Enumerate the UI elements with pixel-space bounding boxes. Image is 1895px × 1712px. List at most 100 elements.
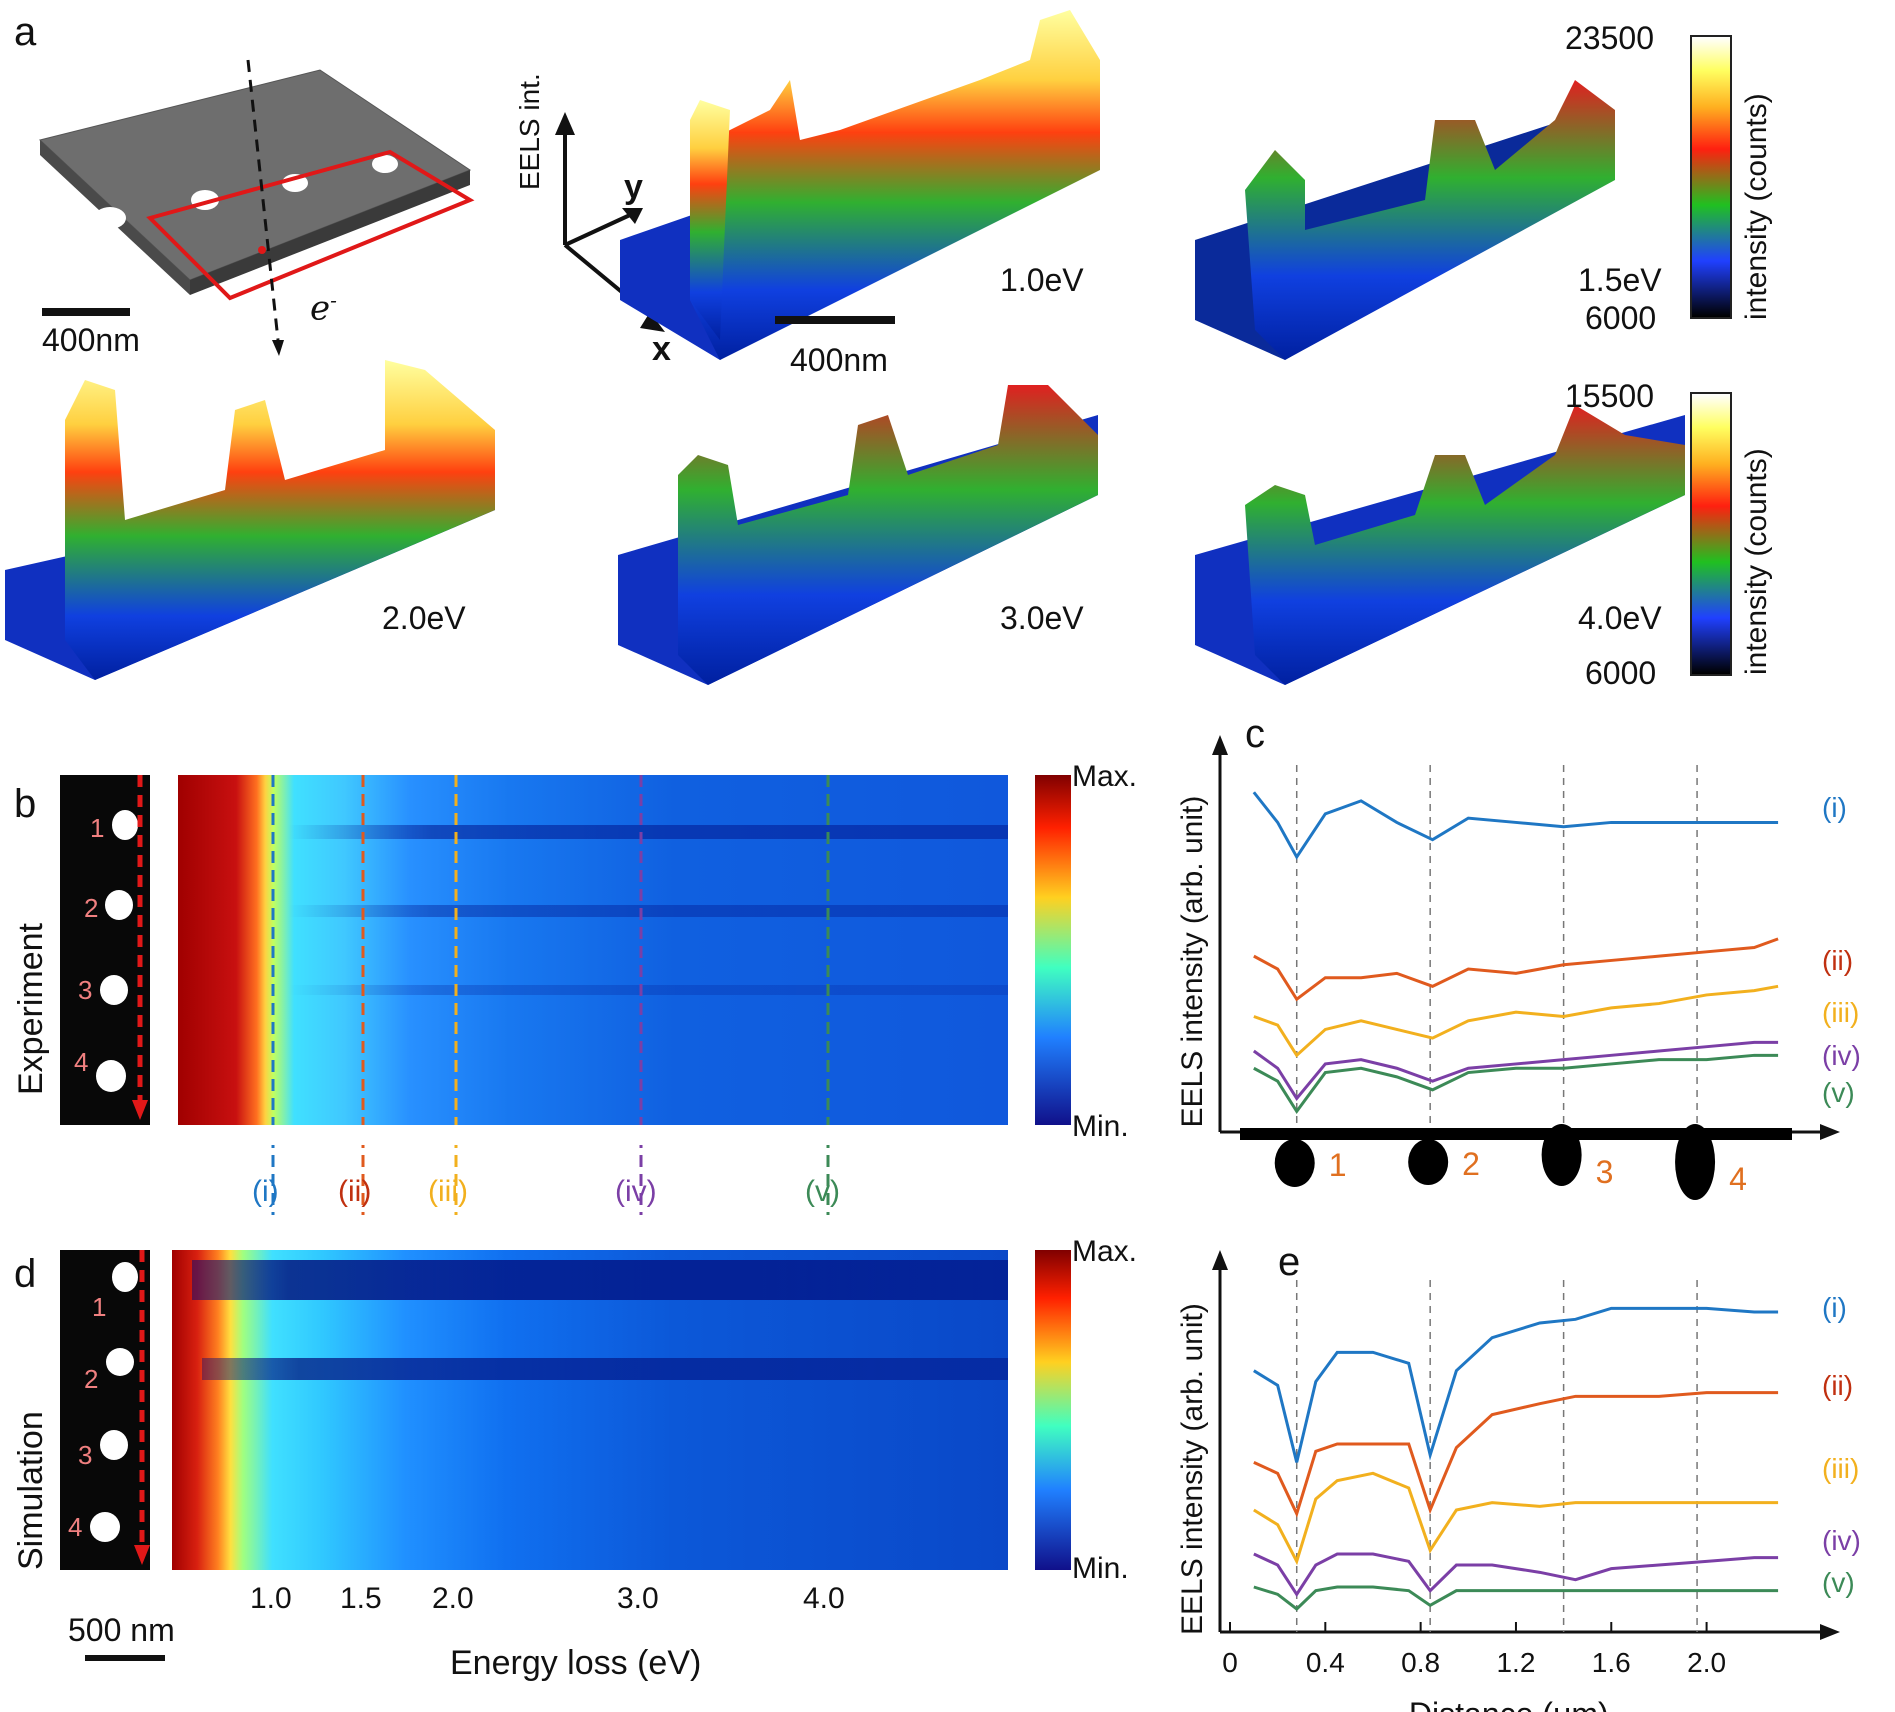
energy-cut-lines	[178, 775, 1008, 1570]
hole-shape-3	[1541, 1124, 1582, 1186]
sim-hole-num-4: 4	[68, 1512, 83, 1542]
chart-e-series-2	[1253, 1391, 1779, 1518]
exp-hole-num-3: 3	[78, 975, 93, 1005]
simulation-heatmap	[172, 1250, 1008, 1570]
map-energy-1: 1.0eV	[1000, 262, 1084, 298]
map-1.5eV	[1195, 80, 1615, 360]
colorbar-top-label: intensity (counts)	[1740, 93, 1773, 320]
chart-c-series-label-5: (v)	[1822, 1077, 1855, 1108]
line-charts: (i) (ii) (iii) (iv) (v) EELS intensity (arb. …	[1176, 735, 1861, 1712]
chart-c-series-label-3: (iii)	[1822, 997, 1859, 1028]
cut-label-iii: (iii)	[428, 1175, 468, 1208]
eels-int-axis-label: EELS int.	[514, 73, 545, 190]
chart-c-series-1	[1252, 791, 1779, 860]
xtick-4.0: 4.0	[803, 1582, 845, 1615]
exp-cb-min: Min.	[1072, 1110, 1129, 1143]
scale-500nm-label: 500 nm	[68, 1612, 175, 1648]
scan-box	[146, 149, 475, 301]
chart-c-series-5	[1253, 1053, 1779, 1115]
chart-e-xtick-2: 0.8	[1401, 1647, 1440, 1678]
cut-label-i: (i)	[252, 1175, 279, 1208]
sim-hole-num-3: 3	[78, 1440, 93, 1470]
chart-c-series-label-1: (i)	[1822, 792, 1847, 823]
y-axis-label: y	[624, 168, 643, 206]
experiment-colorbar	[1035, 775, 1071, 1125]
sim-cb-min: Min.	[1072, 1552, 1129, 1585]
chart-c-series-label-2: (ii)	[1822, 945, 1853, 976]
sim-cb-max: Max.	[1072, 1235, 1138, 1268]
chart-c: (i) (ii) (iii) (iv) (v) EELS intensity (arb. …	[1176, 735, 1861, 1140]
chart-e-series-1	[1253, 1306, 1779, 1463]
exp-cb-max: Max.	[1072, 760, 1138, 793]
hole-4	[372, 155, 398, 173]
cut-label-iv: (iv)	[615, 1175, 657, 1208]
exp-hole-num-1: 1	[90, 813, 105, 843]
hole-shape-4	[1675, 1124, 1716, 1200]
colorbar-top-min: 6000	[1585, 300, 1657, 336]
simulation-image: 1 2 3 4	[60, 1250, 150, 1570]
colorbar-top-max: 23500	[1565, 20, 1654, 56]
hole-number-2: 2	[1462, 1146, 1480, 1182]
scale-400nm-map: 400nm	[790, 342, 888, 378]
hole-1	[94, 207, 126, 229]
experiment-label: Experiment	[12, 923, 50, 1095]
chart-e-ylabel: EELS intensity (arb. unit)	[1176, 1303, 1209, 1635]
chart-e-series-label-4: (iv)	[1822, 1525, 1861, 1556]
map-3.0eV	[618, 385, 1098, 685]
chart-e-xtick-1: 0.4	[1306, 1647, 1345, 1678]
chart-c-series-label-4: (iv)	[1822, 1040, 1861, 1071]
panel-c-letter: c	[1245, 712, 1265, 756]
chart-c-series-4	[1252, 1040, 1779, 1101]
hole-strip: 1 2 3 4	[1240, 1124, 1792, 1200]
chart-e-xtick-0: 0	[1222, 1647, 1238, 1678]
xtick-2.0: 2.0	[432, 1582, 474, 1615]
scale-bar-map	[775, 316, 895, 324]
simulation-colorbar	[1035, 1250, 1071, 1570]
chart-e-xtick-5: 2.0	[1687, 1647, 1726, 1678]
chart-e-xtick-3: 1.2	[1496, 1647, 1535, 1678]
experiment-image: 1 2 3 4	[60, 775, 150, 1125]
chart-e-xtick-4: 1.6	[1592, 1647, 1631, 1678]
sim-hole-num-1: 1	[92, 1292, 107, 1322]
colorbar-bottom	[1690, 392, 1732, 676]
chart-c-series-3	[1253, 984, 1779, 1058]
panel-d-letter: d	[14, 1252, 37, 1296]
colorbar-bottom-label: intensity (counts)	[1740, 448, 1773, 675]
cut-label-v: (v)	[805, 1175, 840, 1208]
xtick-1.0: 1.0	[250, 1582, 292, 1615]
hole-shape-1	[1274, 1139, 1315, 1187]
map-1.0eV	[620, 10, 1100, 360]
chart-c-series-2	[1253, 937, 1779, 1002]
hole-strip-bar	[1240, 1128, 1792, 1140]
experiment-heatmap	[178, 775, 1008, 1125]
chart-c-ylabel: EELS intensity (arb. unit)	[1176, 796, 1209, 1128]
chart-e-series-5	[1253, 1585, 1779, 1611]
map-4.0eV	[1195, 405, 1685, 685]
xtick-3.0: 3.0	[617, 1582, 659, 1615]
membrane-schematic	[38, 59, 475, 356]
panel-b-letter: b	[14, 782, 37, 826]
xtick-1.5: 1.5	[340, 1582, 382, 1615]
cut-label-ii: (ii)	[338, 1175, 372, 1208]
scale-400nm-schematic: 400nm	[42, 322, 140, 358]
chart-e-series-4	[1253, 1552, 1779, 1598]
electron-label: e-	[310, 288, 337, 329]
colorbar-bottom-max: 15500	[1565, 378, 1654, 414]
map-energy-5: 4.0eV	[1578, 600, 1662, 636]
energy-loss-xlabel: Energy loss (eV)	[450, 1644, 702, 1682]
chart-e-series-label-5: (v)	[1822, 1567, 1855, 1598]
simulation-label: Simulation	[12, 1411, 50, 1570]
chart-e-series-3	[1253, 1471, 1779, 1566]
map-2.0eV	[5, 360, 495, 680]
map-energy-2: 1.5eV	[1578, 262, 1662, 298]
x-axis-label: x	[652, 330, 671, 368]
colorbar-bottom-min: 6000	[1585, 655, 1657, 691]
sim-hole-num-2: 2	[84, 1364, 99, 1394]
exp-hole-num-2: 2	[84, 893, 99, 923]
chart-e-series-label-3: (iii)	[1822, 1453, 1859, 1484]
hole-number-4: 4	[1729, 1161, 1747, 1197]
panel-e-letter: e	[1278, 1240, 1301, 1284]
hole-shape-2	[1408, 1139, 1449, 1185]
chart-e-series-label-1: (i)	[1822, 1292, 1847, 1323]
chart-e-xlabel: Distance (μm)	[1409, 1696, 1609, 1712]
